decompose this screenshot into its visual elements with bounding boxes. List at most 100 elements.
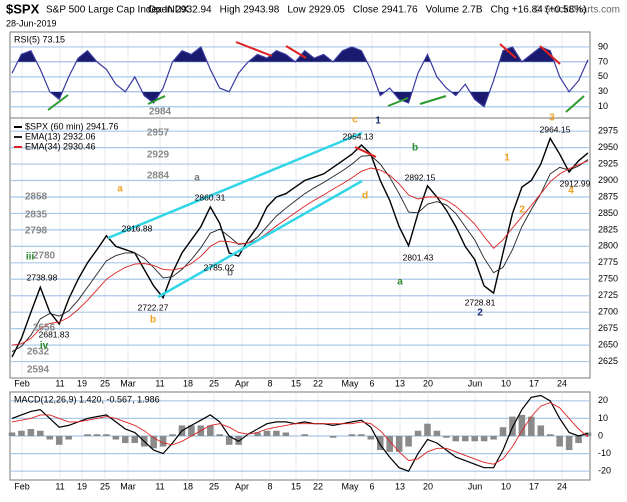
y-tick-label: 2875: [598, 191, 618, 201]
histogram-bar: [443, 436, 450, 438]
panel: [9, 31, 591, 119]
series-line: [11, 155, 589, 353]
stat-label: Close: [353, 5, 379, 16]
histogram-bar: [188, 425, 195, 436]
wave-label: 2984: [149, 107, 172, 118]
wave-label: b: [412, 143, 418, 154]
histogram-bar: [348, 434, 356, 436]
histogram-bar: [55, 436, 63, 445]
histogram-bar: [329, 436, 337, 438]
rsi-resistance: [499, 43, 517, 59]
x-tick-label: 22: [313, 481, 323, 491]
histogram-bar: [565, 436, 573, 451]
histogram-bar: [8, 432, 16, 436]
x-tick-label: 6: [369, 481, 374, 491]
wave-label: a: [117, 184, 123, 195]
rsi-resistance: [285, 45, 307, 59]
index-name: S&P 500 Large Cap Index INDX: [46, 5, 189, 16]
x-tick-label: Mar: [120, 481, 136, 491]
x-tick-label: Mar: [120, 378, 136, 388]
stat-value: 2929.05: [309, 5, 346, 16]
legend-swatch: [14, 136, 22, 138]
histogram-bar: [216, 434, 224, 436]
histogram-bar: [84, 434, 91, 436]
x-tick-label: May: [341, 378, 359, 388]
price-label: 2912.99: [560, 178, 591, 188]
y-tick-label: 2750: [598, 274, 618, 284]
x-tick-label: 11: [55, 378, 64, 388]
price-label: 2728.81: [465, 297, 496, 307]
wave-label: 2594: [27, 365, 50, 376]
histogram-bar: [93, 434, 101, 436]
rsi-resistance: [539, 45, 561, 65]
stat-value: 2941.76: [381, 5, 418, 16]
y-tick-label: 10: [598, 101, 608, 111]
x-tick-label: 18: [183, 481, 193, 491]
wave-label: 2835: [25, 210, 48, 221]
x-tick-label: 11: [155, 378, 164, 388]
histogram-bar: [46, 436, 54, 440]
series-line: [11, 46, 589, 108]
y-tick-label: 0: [598, 430, 603, 440]
rsi-resistance: [235, 41, 273, 57]
histogram-bar: [65, 436, 72, 440]
histogram-bar: [414, 430, 422, 436]
histogram-bar: [575, 436, 582, 444]
histogram-bar: [235, 436, 242, 445]
series-line: [11, 402, 589, 465]
x-tick-label: 15: [291, 481, 301, 491]
y-tick-label: 70: [598, 56, 608, 66]
histogram-bar: [18, 430, 25, 436]
rsi-oversold-fill: [12, 91, 588, 107]
stat-value: 2943.98: [243, 5, 280, 16]
price-label: 2964.15: [540, 124, 571, 134]
y-tick-label: 2900: [598, 175, 618, 185]
histogram-bar: [528, 416, 535, 436]
x-tick-label: 25: [209, 378, 219, 388]
x-tick-label: May: [341, 481, 359, 491]
stat-label: Low: [287, 5, 306, 16]
stat-label: Volume: [426, 5, 460, 16]
histogram-bar: [461, 436, 469, 442]
x-tick-label: 11: [155, 481, 164, 491]
stat-value: 2.7B: [462, 5, 483, 16]
legend-label: EMA(13) 2932.06: [25, 131, 96, 141]
rsi-support: [147, 95, 166, 105]
histogram-bar: [282, 432, 290, 436]
legend-swatch: [14, 126, 22, 128]
y-tick-label: 20: [598, 395, 608, 405]
x-tick-label: Apr: [235, 378, 249, 388]
wave-label: d: [362, 191, 368, 202]
price-label: 2816.88: [122, 223, 153, 233]
trend-line: [157, 179, 363, 299]
x-tick-label: 19: [77, 378, 87, 388]
y-tick-label: 2800: [598, 241, 618, 251]
histogram-bar: [159, 436, 167, 447]
y-tick-label: 2825: [598, 224, 618, 234]
wave-label: 2632: [27, 347, 50, 358]
price-label: 2892.15: [405, 172, 436, 182]
x-tick-label: 24: [557, 481, 567, 491]
rsi-support: [47, 94, 69, 111]
trend-line: [107, 131, 363, 240]
histogram-bar: [433, 430, 441, 436]
y-tick-label: 90: [598, 41, 608, 51]
histogram-bar: [424, 423, 431, 436]
price-label: 2954.13: [343, 131, 374, 141]
x-tick-label: 8: [267, 481, 272, 491]
y-tick-label: 2925: [598, 158, 618, 168]
wave-label: 4: [568, 186, 574, 197]
x-tick-label: 10: [501, 481, 511, 491]
x-tick-label: 18: [183, 378, 193, 388]
histogram-bar: [103, 434, 110, 436]
stats: Open 2932.94 High 2943.98 Low 2929.05 Close 294…: [148, 5, 586, 16]
histogram-bar: [471, 436, 478, 442]
wave-label: c: [352, 115, 358, 126]
y-tick-label: 10: [598, 413, 608, 423]
rsi-support: [419, 95, 447, 105]
copyright: © StockCharts.com: [534, 5, 620, 16]
x-tick-label: Apr: [235, 481, 249, 491]
x-tick-label: 10: [501, 378, 511, 388]
price-label: 2722.27: [138, 302, 169, 312]
